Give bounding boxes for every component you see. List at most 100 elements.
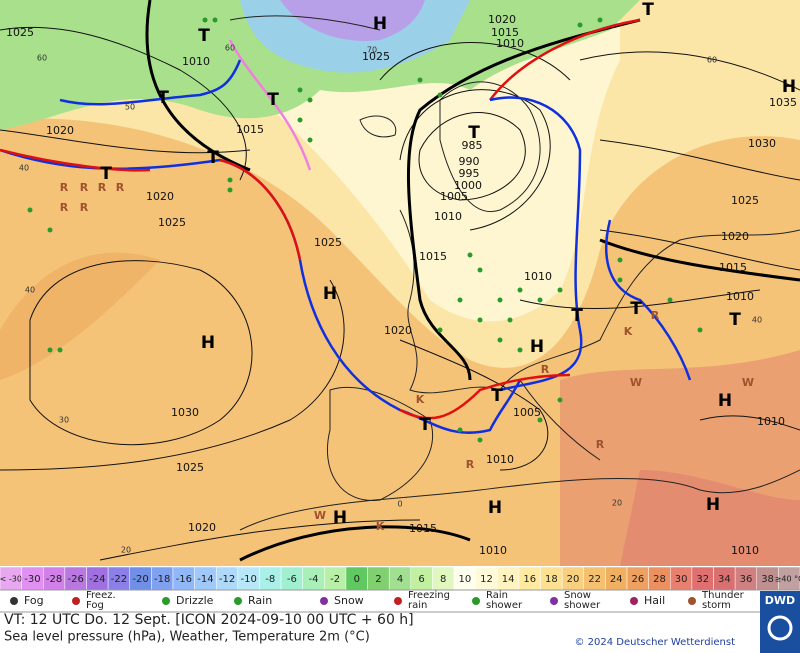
dwd-logo [760, 591, 800, 653]
pressure-label: 1025 [362, 50, 390, 63]
weather-symbol: W [630, 376, 642, 389]
scale-label: 22 [588, 574, 601, 585]
temperature-label: 40 [752, 316, 762, 325]
legend-symbol [320, 597, 328, 605]
pressure-label: 990 [459, 155, 480, 168]
temperature-label: 50 [125, 103, 135, 112]
pressure-label: 1025 [176, 461, 204, 474]
scale-label: -24 [89, 574, 105, 585]
pressure-system: H [488, 498, 502, 518]
rain-dot [297, 87, 303, 93]
pressure-label: 1020 [188, 521, 216, 534]
rain-dot [467, 252, 473, 258]
rain-dot [537, 417, 543, 423]
scale-label: 12 [480, 574, 493, 585]
pressure-label: 1025 [314, 236, 342, 249]
scale-label: 2 [375, 574, 381, 585]
scale-label: 38 [761, 574, 774, 585]
temperature-label: 20 [612, 499, 622, 508]
pressure-system: T [100, 164, 112, 184]
rain-dot [497, 297, 503, 303]
pressure-label: 1010 [726, 290, 754, 303]
scale-label: 4 [397, 574, 403, 585]
pressure-label: 985 [462, 139, 483, 152]
pressure-label: 1020 [46, 124, 74, 137]
pressure-system: T [157, 88, 169, 108]
rain-dot [27, 207, 33, 213]
warm-front [489, 18, 641, 101]
pressure-label: 1025 [6, 26, 34, 39]
rain-dot [597, 17, 603, 23]
legend-label: rain [408, 600, 427, 611]
scale-label: 26 [631, 574, 644, 585]
pressure-label: 1010 [757, 415, 785, 428]
scale-label: -6 [287, 574, 297, 585]
rain-dot [477, 437, 483, 443]
weather-symbol: R [116, 181, 125, 194]
legend-label: Freez. [86, 590, 116, 601]
scale-label: 6 [418, 574, 424, 585]
warm-front [399, 373, 571, 420]
legend-symbol [162, 597, 170, 605]
pressure-label: 1020 [146, 190, 174, 203]
legend-symbol [10, 597, 18, 605]
rain-dot [517, 287, 523, 293]
scale-label: 14 [502, 574, 515, 585]
pressure-label: 1010 [479, 544, 507, 557]
logo-text: DWD [765, 594, 795, 607]
pressure-label: 1010 [182, 55, 210, 68]
pressure-system: H [323, 284, 337, 304]
rain-dot [227, 187, 233, 193]
scale-label: -8 [265, 574, 275, 585]
pressure-system: T [491, 386, 503, 406]
scale-label: 16 [523, 574, 536, 585]
pressure-system: T [468, 123, 480, 143]
pressure-system: H [706, 495, 720, 515]
legend-symbol [550, 597, 558, 605]
rain-dot [477, 317, 483, 323]
legend-label: Rain [248, 594, 272, 607]
rain-dot [537, 297, 543, 303]
pressure-label: 1015 [491, 26, 519, 39]
scale-label: -2 [330, 574, 340, 585]
weather-symbol: R [98, 181, 107, 194]
pressure-system: H [718, 391, 732, 411]
pressure-label: 1010 [524, 270, 552, 283]
scale-label: -16 [176, 574, 192, 585]
cold-front [0, 148, 522, 434]
scale-label: 30 [675, 574, 688, 585]
legend-label: Rain [486, 590, 508, 601]
scale-label: 0 [354, 574, 360, 585]
legend-label: shower [486, 600, 523, 611]
cold-front [605, 219, 692, 381]
scale-label: 34 [718, 574, 731, 585]
rain-dot [517, 347, 523, 353]
weather-symbol: R [541, 363, 550, 376]
rain-dot [697, 327, 703, 333]
weather-symbol: R [60, 201, 69, 214]
warm-front [0, 148, 151, 172]
rain-dot [497, 337, 503, 343]
rain-dot [47, 227, 53, 233]
fronts [0, 18, 692, 434]
pressure-system: T [198, 26, 210, 46]
temperature-label: 40 [19, 164, 29, 173]
legend-symbol [630, 597, 638, 605]
color-scale: < -30 -30 -28 -26 -24 -22 -20 -18 -16 -14 -12 -10 -8… [0, 566, 800, 591]
pressure-label: 1015 [419, 250, 447, 263]
weather-symbol: K [376, 520, 385, 533]
legend-symbol [394, 597, 402, 605]
very-cold-zone [280, 0, 425, 41]
rain-dot [307, 97, 313, 103]
rain-dot [507, 317, 513, 323]
pressure-label: 1025 [158, 216, 186, 229]
rain-dot [617, 257, 623, 263]
scale-label: -26 [68, 574, 84, 585]
legend-label: Snow [334, 594, 364, 607]
pressure-label: 1025 [731, 194, 759, 207]
pressure-system: T [571, 306, 583, 326]
scale-label: 24 [610, 574, 623, 585]
pressure-label: 1005 [440, 190, 468, 203]
legend-label: Hail [644, 594, 665, 607]
rain-dot [47, 347, 53, 353]
